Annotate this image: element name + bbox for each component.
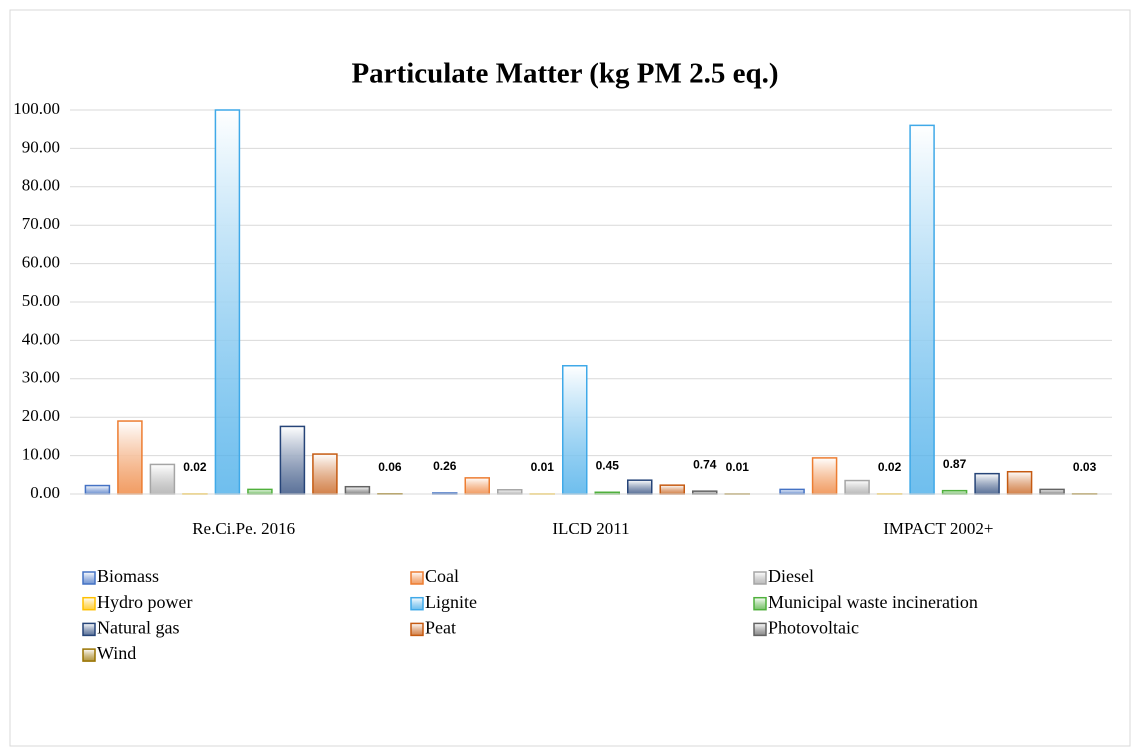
legend-swatch — [753, 571, 767, 585]
data-label: 0.26 — [433, 459, 457, 473]
y-tick-label: 50.00 — [22, 291, 60, 310]
data-label: 0.01 — [726, 460, 750, 474]
y-tick-label: 90.00 — [22, 137, 60, 156]
y-tick-label: 20.00 — [22, 406, 60, 425]
data-label: 0.01 — [531, 460, 555, 474]
bar — [312, 453, 338, 495]
y-tick-label: 80.00 — [22, 176, 60, 195]
legend-label: Diesel — [768, 566, 814, 586]
legend-label: Biomass — [97, 566, 159, 586]
bar — [627, 479, 653, 495]
bar — [214, 109, 241, 495]
legend-swatch — [410, 596, 424, 611]
bar — [279, 425, 306, 495]
bar — [247, 488, 273, 495]
y-tick-label: 70.00 — [22, 214, 60, 233]
bar — [941, 489, 968, 495]
legend-swatch — [410, 622, 424, 637]
data-label: 0.06 — [378, 460, 402, 474]
bar — [117, 420, 143, 495]
y-tick-label: 10.00 — [22, 445, 60, 464]
bar — [497, 489, 523, 495]
legend-label: Peat — [425, 618, 456, 638]
bar — [84, 484, 111, 495]
legend-label: Natural gas — [97, 618, 179, 638]
legend-swatch — [82, 648, 96, 662]
data-label: 0.03 — [1073, 460, 1097, 474]
legend-swatch — [82, 596, 96, 611]
legend-label: Lignite — [425, 592, 477, 612]
bar — [464, 477, 490, 495]
legend-label: Municipal waste incineration — [768, 592, 978, 612]
legend-label: Coal — [425, 566, 459, 586]
x-tick-label: ILCD 2011 — [552, 519, 629, 538]
data-label: 0.02 — [183, 460, 207, 474]
bar — [1006, 470, 1033, 495]
bar — [844, 479, 870, 495]
bar — [149, 463, 176, 495]
y-tick-label: 30.00 — [22, 368, 60, 387]
legend-swatch — [753, 596, 767, 611]
y-tick-label: 40.00 — [22, 329, 60, 348]
data-label: 0.02 — [878, 460, 902, 474]
bar — [779, 488, 805, 495]
legend-swatch — [753, 622, 767, 637]
bar — [659, 484, 685, 495]
bar — [811, 457, 838, 495]
legend-label: Hydro power — [97, 592, 192, 612]
chart-title: Particulate Matter (kg PM 2.5 eq.) — [351, 58, 778, 90]
legend-label: Wind — [97, 643, 136, 663]
legend-label: Photovoltaic — [768, 618, 859, 638]
bar — [909, 124, 935, 495]
bar — [974, 472, 1000, 495]
legend-swatch — [82, 622, 96, 637]
bar — [344, 485, 371, 495]
bar — [1039, 488, 1065, 495]
legend-swatch — [82, 571, 96, 585]
bar — [562, 364, 588, 495]
data-label: 0.45 — [596, 458, 620, 472]
data-label: 0.74 — [693, 457, 717, 471]
data-label: 0.87 — [943, 457, 967, 471]
x-tick-label: Re.Ci.Pe. 2016 — [192, 519, 295, 538]
y-tick-label: 100.00 — [13, 99, 60, 118]
x-tick-label: IMPACT 2002+ — [883, 519, 993, 538]
y-tick-label: 60.00 — [22, 253, 60, 272]
legend-swatch — [410, 571, 424, 585]
y-tick-label: 0.00 — [30, 483, 60, 502]
